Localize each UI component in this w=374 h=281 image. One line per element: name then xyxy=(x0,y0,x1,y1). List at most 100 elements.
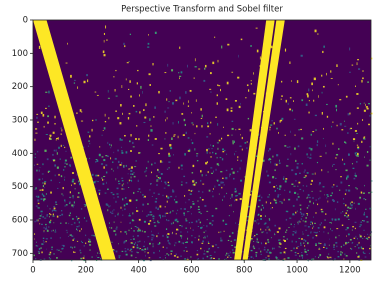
texture-speck xyxy=(195,66,197,67)
texture-speck xyxy=(217,247,219,248)
texture-speck xyxy=(353,138,355,140)
texture-speck xyxy=(38,203,40,204)
texture-speck xyxy=(191,139,192,140)
texture-speck xyxy=(183,134,185,136)
texture-speck xyxy=(313,202,314,204)
texture-speck xyxy=(251,80,252,81)
texture-speck xyxy=(181,165,183,167)
texture-speck xyxy=(158,91,160,93)
texture-speck xyxy=(72,247,73,249)
texture-speck xyxy=(156,175,157,177)
texture-speck xyxy=(248,89,249,91)
texture-speck xyxy=(155,201,157,203)
texture-speck xyxy=(253,258,254,259)
texture-speck xyxy=(150,211,152,213)
texture-speck xyxy=(347,132,348,134)
texture-speck xyxy=(173,136,174,137)
texture-speck xyxy=(307,250,309,251)
texture-speck xyxy=(367,165,369,167)
texture-speck xyxy=(113,250,115,251)
texture-speck xyxy=(365,199,366,200)
texture-speck xyxy=(299,173,301,174)
texture-speck xyxy=(215,186,216,188)
texture-speck xyxy=(115,201,116,203)
texture-speck xyxy=(136,111,138,112)
texture-speck xyxy=(159,250,160,252)
texture-speck xyxy=(253,246,255,248)
texture-speck xyxy=(199,212,201,213)
texture-speck xyxy=(211,148,212,149)
texture-speck xyxy=(129,222,130,223)
texture-speck xyxy=(312,191,313,192)
texture-speck xyxy=(162,235,163,237)
texture-speck xyxy=(285,180,287,182)
texture-speck xyxy=(268,226,269,227)
texture-speck xyxy=(103,176,105,177)
texture-speck xyxy=(269,218,270,219)
texture-speck xyxy=(227,257,228,258)
texture-speck xyxy=(298,129,300,130)
texture-speck xyxy=(275,178,277,179)
texture-speck xyxy=(265,243,267,245)
texture-speck xyxy=(226,170,228,171)
texture-speck xyxy=(153,218,155,219)
texture-speck xyxy=(353,168,355,169)
texture-speck xyxy=(319,231,320,232)
texture-speck xyxy=(269,127,270,128)
texture-speck xyxy=(242,251,243,252)
texture-speck xyxy=(264,247,265,249)
texture-speck xyxy=(196,153,198,154)
texture-speck xyxy=(273,248,275,249)
texture-speck xyxy=(302,255,303,256)
texture-speck xyxy=(267,227,268,229)
texture-speck xyxy=(153,193,155,194)
texture-speck xyxy=(276,154,278,156)
texture-speck xyxy=(266,201,267,203)
texture-speck xyxy=(130,134,131,136)
texture-speck xyxy=(257,50,259,53)
texture-speck xyxy=(231,72,233,73)
texture-speck xyxy=(124,208,125,210)
texture-speck xyxy=(96,159,98,160)
texture-speck xyxy=(359,226,361,227)
texture-speck xyxy=(223,127,224,128)
texture-speck xyxy=(248,118,249,119)
texture-speck xyxy=(279,162,281,164)
texture-speck xyxy=(349,72,351,73)
texture-speck xyxy=(219,194,220,195)
texture-speck xyxy=(361,80,362,83)
texture-speck xyxy=(297,211,298,212)
texture-speck xyxy=(343,244,344,246)
texture-speck xyxy=(97,95,99,96)
texture-speck xyxy=(293,231,295,232)
texture-speck xyxy=(286,211,287,212)
texture-speck xyxy=(327,257,328,258)
texture-speck xyxy=(342,225,343,226)
texture-speck xyxy=(317,144,318,146)
texture-speck xyxy=(370,160,371,161)
y-tick-label: 700 xyxy=(12,249,28,259)
texture-speck xyxy=(143,246,145,247)
texture-speck xyxy=(34,239,35,240)
texture-speck xyxy=(183,102,184,104)
texture-speck xyxy=(146,167,147,169)
texture-speck xyxy=(40,211,42,213)
texture-speck xyxy=(298,196,300,198)
texture-speck xyxy=(217,163,219,165)
texture-speck xyxy=(139,94,140,96)
texture-speck xyxy=(269,219,270,221)
texture-speck xyxy=(50,237,51,239)
texture-speck xyxy=(156,184,157,186)
texture-speck xyxy=(168,101,169,102)
texture-speck xyxy=(151,234,153,236)
texture-speck xyxy=(43,240,44,241)
texture-speck xyxy=(364,185,365,186)
texture-speck xyxy=(108,90,109,93)
texture-speck xyxy=(303,242,304,243)
texture-speck xyxy=(276,128,277,130)
texture-speck xyxy=(74,252,76,253)
texture-speck xyxy=(288,199,290,201)
texture-speck xyxy=(199,235,200,237)
texture-speck xyxy=(118,181,119,182)
texture-speck xyxy=(275,202,277,204)
